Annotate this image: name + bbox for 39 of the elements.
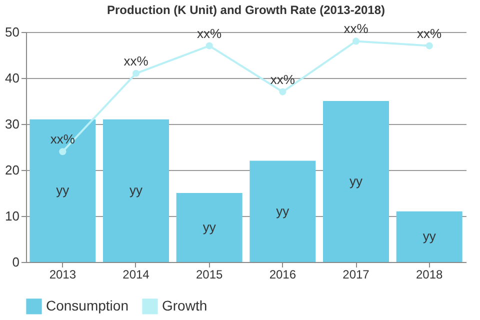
bar: [176, 193, 242, 262]
bar: [396, 211, 462, 262]
data-label: xx%: [124, 53, 149, 68]
point: [426, 42, 433, 50]
data-label: yy: [350, 174, 363, 188]
y-tick-label: 40: [5, 70, 20, 86]
data-label: yy: [422, 228, 436, 244]
data-label: xx%: [270, 72, 296, 87]
x-tick-label: 2014: [122, 268, 150, 282]
point: [132, 70, 140, 77]
point: [279, 88, 286, 96]
legend-label: Consumption: [46, 297, 128, 314]
y-tick-label: 50: [5, 24, 20, 40]
legend-label: Growth: [162, 297, 208, 314]
point: [206, 42, 213, 50]
point: [59, 148, 66, 156]
x-tick-label: 2015: [196, 268, 224, 282]
y-tick-label: 10: [5, 208, 20, 224]
chart-title: Production (K Unit) and Growth Rate (2013-2018): [106, 3, 386, 18]
bar: [30, 119, 96, 262]
point: [352, 38, 360, 45]
data-label: yy: [202, 220, 216, 234]
data-label: yy: [276, 203, 290, 218]
data-label: yy: [56, 182, 70, 198]
data-label: xx%: [344, 21, 369, 36]
x-tick-label: 2017: [342, 268, 370, 282]
x-tick-label: 2018: [416, 268, 444, 282]
y-tick-label: 30: [5, 116, 20, 132]
y-tick-label: 20: [5, 162, 20, 178]
x-tick-label: 2016: [269, 268, 296, 282]
x-tick-label: 2013: [49, 268, 76, 282]
bar: [250, 160, 316, 262]
data-label: yy: [130, 182, 143, 198]
data-label: xx%: [50, 132, 76, 147]
y-tick-label: 0: [12, 254, 20, 270]
bar: [323, 101, 389, 262]
data-label: xx%: [417, 26, 442, 41]
data-label: xx%: [197, 26, 222, 41]
bar: [103, 119, 169, 262]
